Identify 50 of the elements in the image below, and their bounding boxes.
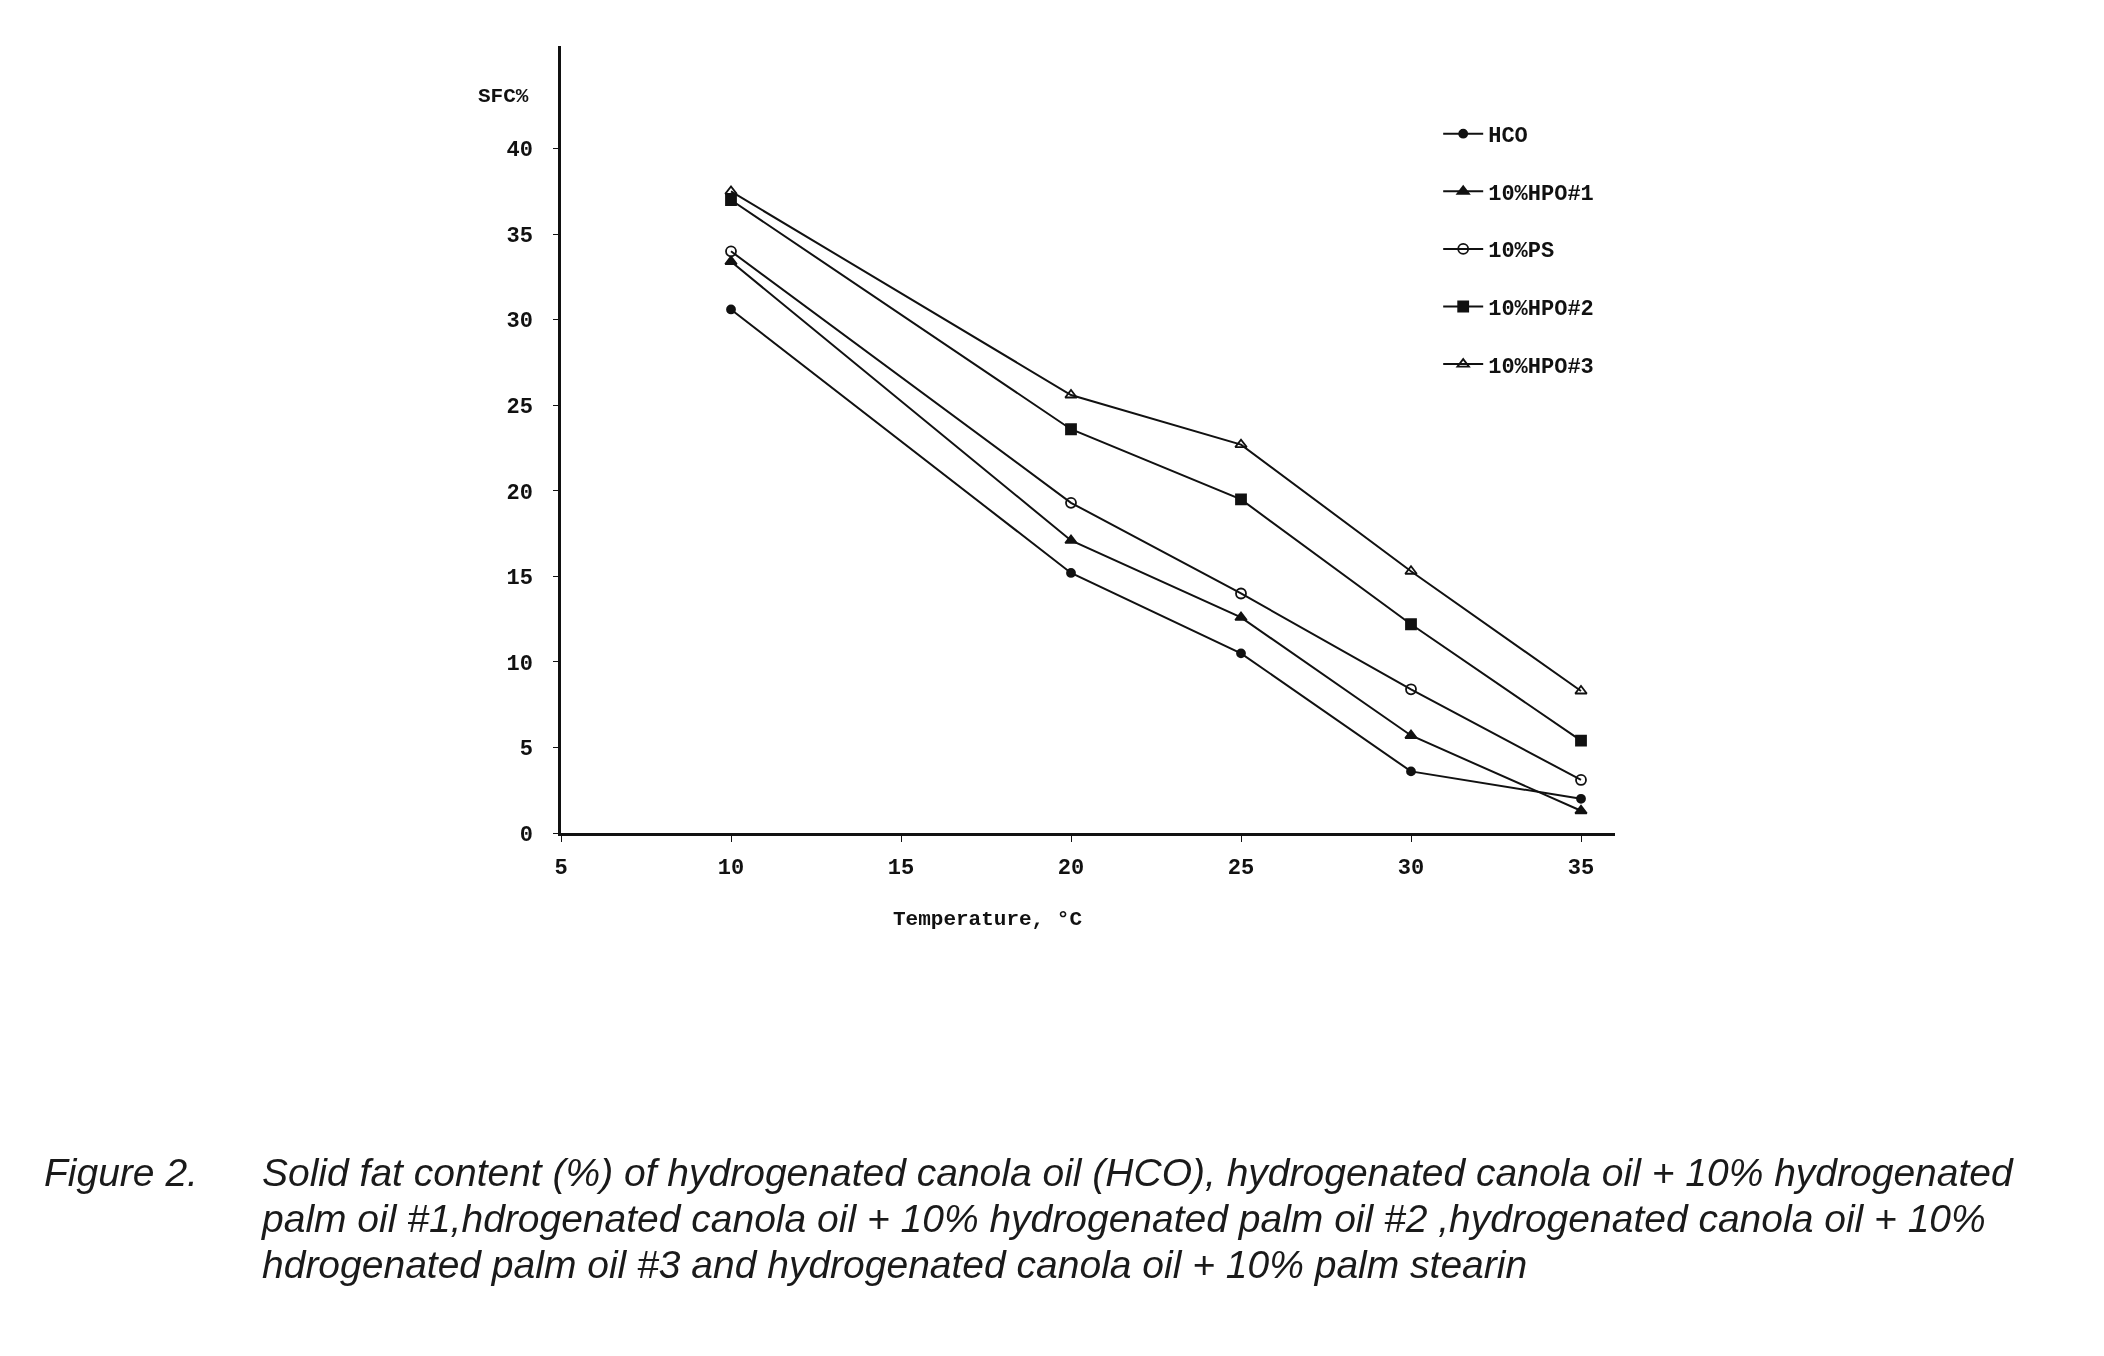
x-tick-label: 35	[1567, 856, 1595, 882]
legend-label: 10%HPO#3	[1488, 354, 1594, 380]
point	[1235, 493, 1247, 506]
point	[725, 194, 737, 206]
x-tick-label: 10	[717, 856, 745, 882]
point	[726, 304, 736, 315]
point	[1064, 389, 1078, 399]
x-tick-label: 15	[887, 856, 915, 882]
legend-label: 10%HPO#2	[1488, 297, 1594, 323]
point	[1064, 534, 1078, 544]
point	[724, 185, 738, 195]
x-tick-label: 30	[1397, 856, 1425, 882]
point	[1234, 611, 1248, 621]
x-tick-label: 25	[1227, 856, 1255, 882]
legend-label: 10%HPO#1	[1488, 181, 1594, 207]
point	[1404, 565, 1418, 575]
point	[1235, 587, 1247, 600]
y-tick-label: 35	[506, 223, 533, 249]
point	[725, 245, 737, 258]
y-tick-label: 10	[506, 651, 533, 677]
point	[724, 255, 738, 265]
point	[1065, 423, 1077, 436]
x-tick-label: 20	[1057, 856, 1085, 882]
point	[1065, 496, 1077, 509]
y-tick-label: 25	[506, 394, 533, 420]
point	[1406, 766, 1416, 777]
y-tick-label: 15	[506, 566, 533, 592]
point	[1575, 734, 1587, 747]
point	[1405, 683, 1417, 696]
point	[1574, 685, 1588, 695]
y-tick-label: 5	[519, 737, 533, 763]
caption: Figure 2.	[44, 1150, 198, 1196]
point	[1234, 438, 1248, 449]
point	[1236, 648, 1246, 659]
point	[1066, 568, 1076, 578]
text: Solid fat content (%) of hydrogenated canola oil (HCO), hydrogenated canola oil + 10% hydrogenated palm oil #1,hdrogenated canola oil + 10% hydrogenated palm oil #2 ,hydrogenated canola oil + 10% hdrogenated palm oil #3 and hydrogenated canola oil + 10% palm stearin	[262, 1150, 2015, 1288]
y-tick-label: 40	[506, 138, 533, 164]
x-axis-title: Temperature, °C	[893, 908, 1083, 931]
point	[1574, 804, 1588, 815]
point	[1404, 729, 1418, 739]
y-tick-label: 0	[519, 822, 533, 848]
point	[1575, 774, 1587, 786]
y-tick-label: 30	[506, 309, 533, 335]
point	[1576, 793, 1586, 804]
point	[1405, 618, 1417, 631]
y-axis-title: SFC%	[478, 85, 529, 108]
y-tick-label: 20	[506, 480, 533, 506]
x-tick-label: 5	[554, 856, 568, 882]
legend-label: 10%PS	[1488, 239, 1555, 265]
legend-label: HCO	[1488, 124, 1528, 150]
